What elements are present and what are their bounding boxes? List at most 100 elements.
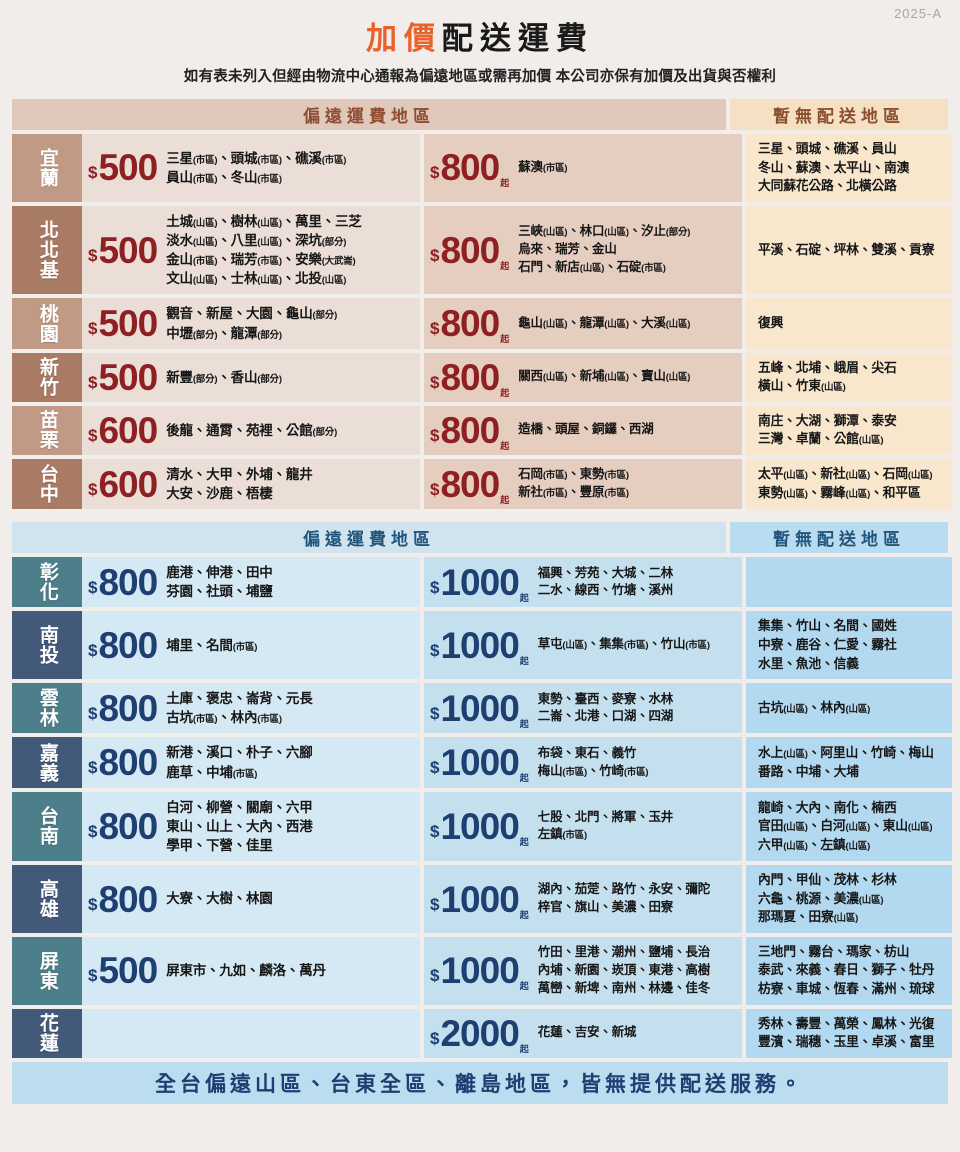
tier2-area-list: 湖內、茄萣、路竹、永安、彌陀 梓官、旗山、美濃、田寮 bbox=[537, 882, 710, 915]
no-delivery-area-list: 龍崎、大內、南化、楠西 官田(山區)、白河(山區)、東山(山區) 六甲(山區)、左鎮… bbox=[758, 799, 933, 852]
no-delivery-cell: 古坑(山區)、林內(山區) bbox=[746, 683, 952, 734]
from-mark: 起 bbox=[519, 773, 529, 784]
page-title-rest: 配送運費 bbox=[442, 21, 594, 56]
price: $1000 起 bbox=[430, 881, 529, 920]
brown-section-table: 偏遠運費地區 暫無配送地區 宜蘭 $500 三星(市區)、頭城(市區)、礁溪(市區)… bbox=[12, 99, 952, 510]
region-label-text: 宜蘭 bbox=[36, 147, 58, 188]
remote-fee-tier1-cell: $600 後龍、通霄、苑裡、公館(部分) bbox=[82, 405, 420, 455]
region-label-blue-3: 嘉義 bbox=[12, 737, 82, 788]
currency-symbol: $ bbox=[430, 758, 440, 778]
table-row: 雲林 $800 土庫、褒忠、崙背、元長 古坑(市區)、林內(市區) $1000 起東勢、臺… bbox=[12, 683, 952, 734]
currency-symbol: $ bbox=[430, 703, 440, 723]
price: $800 起 bbox=[430, 229, 510, 271]
remote-fee-tier2-cell: $800 起蘇澳(市區) bbox=[424, 134, 742, 202]
tier1-area-list: 觀音、新屋、大園、龜山(部分) 中壢(部分)、龍潭(部分) bbox=[166, 306, 338, 341]
table-row: 桃園 $500 觀音、新屋、大園、龜山(部分) 中壢(部分)、龍潭(部分) $800 起龜… bbox=[12, 298, 952, 349]
region-label-text: 桃園 bbox=[36, 303, 58, 344]
remote-fee-tier2-cell: $800 起龜山(山區)、龍潭(山區)、大溪(山區) bbox=[424, 298, 742, 349]
header-no-delivery-brown: 暫無配送地區 bbox=[730, 99, 948, 131]
price: $1000 起 bbox=[430, 561, 529, 603]
price: $800 起 bbox=[430, 359, 509, 398]
currency-symbol: $ bbox=[88, 894, 98, 914]
no-delivery-cell: 平溪、石碇、坪林、雙溪、貢寮 bbox=[746, 205, 952, 295]
no-delivery-area-list: 水上(山區)、阿里山、竹崎、梅山 番路、中埔、大埔 bbox=[758, 745, 934, 779]
no-delivery-cell: 五峰、北埔、峨眉、尖石 橫山、竹東(山區) bbox=[746, 352, 952, 402]
price: $800 bbox=[88, 805, 158, 847]
region-label-text: 苗栗 bbox=[36, 410, 58, 451]
tier2-area-list: 福興、芳苑、大城、二林 二水、線西、竹塘、溪州 bbox=[537, 565, 674, 598]
price-amount: 800 bbox=[440, 409, 500, 451]
table-row: 南投 $800 埔里、名間(市區) $1000 起草屯(山區)、集集(市區)、竹山(市區… bbox=[12, 611, 952, 680]
currency-symbol: $ bbox=[88, 425, 98, 445]
tier2-area-list: 造橋、頭屋、銅鑼、西湖 bbox=[518, 422, 654, 437]
header-remote-fee-blue: 偏遠運費地區 bbox=[12, 522, 726, 554]
currency-symbol: $ bbox=[88, 577, 98, 597]
currency-symbol: $ bbox=[88, 758, 98, 778]
from-mark: 起 bbox=[519, 981, 529, 992]
tier1-area-list: 白河、柳營、關廟、六甲 東山、山上、大內、西港 學甲、下營、佳里 bbox=[166, 799, 313, 854]
page-title: 加價配送運費 bbox=[366, 21, 594, 56]
blue-rows-container: 彰化 $800 鹿港、伸港、田中 芬園、社頭、埔鹽 $1000 起福興、芳苑、大城、二林二… bbox=[12, 557, 952, 1058]
price-amount: 600 bbox=[98, 463, 158, 505]
tier2-area-list: 布袋、東石、義竹 梅山(市區)、竹崎(市區) bbox=[537, 745, 649, 778]
price-amount: 800 bbox=[440, 229, 500, 271]
currency-symbol: $ bbox=[430, 372, 440, 392]
price-amount: 800 bbox=[98, 624, 158, 666]
region-label-blue-5: 高雄 bbox=[12, 865, 82, 933]
price-amount: 800 bbox=[98, 805, 158, 847]
remote-fee-tier2-cell: $1000 起竹田、里港、潮州、鹽埔、長治 內埔、新園、崁頂、東港、高樹 萬巒、新埤、… bbox=[424, 936, 742, 1005]
remote-fee-tier2-cell: $1000 起七股、北門、將軍、玉井 左鎮(市區) bbox=[424, 791, 742, 862]
version-label: 2025-A bbox=[894, 6, 942, 21]
header-remote-fee-brown: 偏遠運費地區 bbox=[12, 99, 726, 131]
remote-fee-tier2-cell: $2000 起花蓮、吉安、新城 bbox=[424, 1008, 742, 1058]
price: $800 bbox=[88, 624, 158, 666]
brown-rows-container: 宜蘭 $500 三星(市區)、頭城(市區)、礁溪(市區) 員山(市區)、冬山(市區) $… bbox=[12, 134, 952, 510]
price-amount: 500 bbox=[98, 303, 158, 345]
price-amount: 500 bbox=[98, 147, 158, 189]
region-label-text: 彰化 bbox=[36, 562, 58, 603]
region-label-text: 雲林 bbox=[36, 688, 58, 729]
table-row: 苗栗 $600 後龍、通霄、苑裡、公館(部分) $800 起造橋、頭屋、銅鑼、西湖 南庄、… bbox=[12, 405, 952, 455]
price-amount: 800 bbox=[98, 687, 158, 729]
no-delivery-cell: 秀林、壽豐、萬榮、鳳林、光復 豐濱、瑞穗、玉里、卓溪、富里 bbox=[746, 1008, 952, 1058]
from-mark: 起 bbox=[500, 440, 510, 451]
header-no-delivery-blue: 暫無配送地區 bbox=[730, 522, 948, 554]
remote-fee-tier2-cell: $800 起三峽(山區)、林口(山區)、汐止(部分) 烏來、瑞芳、金山 石門、新店(山… bbox=[424, 205, 742, 295]
region-label-text: 台中 bbox=[36, 464, 58, 505]
tier2-area-list: 三峽(山區)、林口(山區)、汐止(部分) 烏來、瑞芳、金山 石門、新店(山區)、石碇… bbox=[518, 224, 691, 274]
price-amount: 500 bbox=[98, 950, 158, 992]
tier2-area-list: 草屯(山區)、集集(市區)、竹山(市區) bbox=[537, 637, 710, 652]
no-delivery-area-list: 三地門、霧台、瑪家、枋山 泰武、來義、春日、獅子、牡丹 枋寮、車城、恆春、滿州、琉球 bbox=[758, 943, 935, 996]
price: $500 bbox=[88, 147, 158, 189]
from-mark: 起 bbox=[519, 909, 529, 920]
no-delivery-cell: 集集、竹山、名間、國姓 中寮、鹿谷、仁愛、霧社 水里、魚池、信義 bbox=[746, 611, 952, 680]
price: $800 起 bbox=[430, 305, 509, 344]
brown-section-header: 偏遠運費地區 暫無配送地區 bbox=[12, 99, 948, 131]
table-row: 彰化 $800 鹿港、伸港、田中 芬園、社頭、埔鹽 $1000 起福興、芳苑、大城、二林二… bbox=[12, 557, 952, 608]
price: $500 bbox=[88, 950, 158, 992]
price: $500 bbox=[88, 232, 158, 269]
region-label-brown-2: 桃園 bbox=[12, 298, 82, 349]
no-delivery-area-list: 復興 bbox=[758, 315, 784, 331]
price-amount: 1000 bbox=[440, 561, 519, 603]
no-delivery-area-list: 南庄、大湖、獅潭、泰安 三灣、卓蘭、公館(山區) bbox=[758, 412, 897, 447]
remote-fee-tier1-cell: $500 土城(山區)、樹林(山區)、萬里、三芝 淡水(山區)、八里(山區)、深坑(… bbox=[82, 205, 420, 295]
region-label-text: 南投 bbox=[36, 625, 58, 666]
title-block: 加價配送運費 如有表未列入但經由物流中心通報為偏遠地區或需再加價 本公司亦保有加… bbox=[0, 0, 960, 86]
currency-symbol: $ bbox=[88, 479, 98, 499]
remote-fee-tier1-cell: $500 三星(市區)、頭城(市區)、礁溪(市區) 員山(市區)、冬山(市區) bbox=[82, 134, 420, 202]
price: $2000 起 bbox=[430, 1015, 529, 1054]
from-mark: 起 bbox=[519, 655, 529, 666]
from-mark: 起 bbox=[500, 260, 510, 271]
no-delivery-cell bbox=[746, 557, 952, 608]
blue-section-table: 偏遠運費地區 暫無配送地區 彰化 $800 鹿港、伸港、田中 芬園、社頭、埔鹽 $100… bbox=[12, 522, 952, 1058]
currency-symbol: $ bbox=[88, 821, 98, 841]
price: $600 bbox=[88, 412, 158, 449]
table-row: 新竹 $500 新豐(部分)、香山(部分) $800 起關西(山區)、新埔(山區)、寶山… bbox=[12, 352, 952, 402]
region-label-text: 嘉義 bbox=[36, 742, 58, 783]
footer-notice: 全台偏遠山區、台東全區、離島地區，皆無提供配送服務。 bbox=[12, 1061, 948, 1104]
price-amount: 1000 bbox=[440, 742, 519, 784]
tier1-area-list: 新港、溪口、朴子、六腳 鹿草、中埔(市區) bbox=[166, 745, 313, 780]
no-delivery-area-list: 內門、甲仙、茂林、杉林 六龜、桃源、美濃(山區) 那瑪夏、田寮(山區) bbox=[758, 872, 897, 925]
no-delivery-cell: 水上(山區)、阿里山、竹崎、梅山 番路、中埔、大埔 bbox=[746, 737, 952, 788]
